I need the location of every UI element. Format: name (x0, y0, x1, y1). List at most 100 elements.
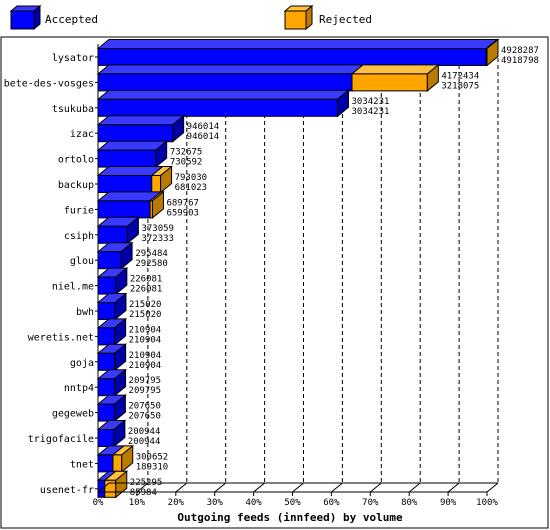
accepted-bar-top (96, 39, 499, 49)
accepted-bar-top (96, 115, 186, 126)
rejected-bar (151, 175, 162, 193)
rejected-bar (351, 73, 428, 92)
rejected-bar-top (350, 64, 440, 75)
x-floor-diagonal (136, 482, 149, 493)
accepted-bar (97, 98, 338, 117)
category-label: lysator (52, 53, 94, 64)
total-value-label: 226081 (130, 275, 163, 285)
x-tick-label: 50% (284, 498, 301, 508)
category-label: niel.me (52, 282, 94, 293)
category-label: glou (70, 256, 94, 267)
accepted-value-label: 209795 (129, 386, 162, 396)
total-value-label: 210904 (129, 325, 162, 335)
accepted-bar-side (115, 267, 128, 296)
rejected-bar-side (160, 165, 173, 194)
accepted-bar (97, 48, 487, 66)
x-tick-label: 80% (401, 498, 418, 508)
accepted-value-label: 372333 (141, 234, 174, 244)
rejected-bar (112, 454, 123, 473)
x-tick-label: 60% (323, 498, 340, 508)
accepted-value-label: 659903 (166, 208, 199, 218)
legend: Accepted Rejected (9, 4, 372, 31)
accepted-bar (97, 276, 117, 295)
category-label: tsukuba (52, 104, 94, 115)
accepted-bar-side (336, 89, 349, 118)
category-label: backup (58, 180, 94, 191)
accepted-bar-side (113, 394, 126, 423)
total-value-label: 946014 (187, 122, 220, 132)
x-tick-label: 100% (476, 498, 498, 508)
x-axis: 0% 10% 20% 30% 40% 50% 60% 70% 80% 90% 100% (93, 482, 499, 508)
total-value-label: 689767 (166, 198, 199, 208)
accepted-bar (97, 175, 153, 193)
x-tick-label: 40% (245, 498, 262, 508)
accepted-value-label: 4918798 (501, 56, 539, 66)
total-value-label: 373059 (141, 224, 174, 234)
total-value-label: 200944 (128, 427, 161, 437)
x-tick-label: 30% (207, 498, 224, 508)
total-value-label: 300652 (136, 452, 169, 462)
accepted-bar (97, 403, 115, 422)
accepted-bar-side (113, 419, 126, 448)
accepted-bar-top (96, 89, 350, 100)
x-floor-diagonal (447, 482, 460, 493)
rejected-bar-side (426, 63, 439, 92)
accepted-value-label: 200944 (128, 437, 161, 447)
x-tick-label: 90% (440, 498, 457, 508)
accepted-bar-side (114, 292, 127, 321)
accepted-value-label: 3034231 (351, 107, 389, 117)
accepted-bar (97, 378, 116, 397)
bar-group: usenet-fr22529585984 (40, 470, 162, 499)
rejected-bar-side (121, 444, 134, 473)
total-value-label: 210904 (129, 351, 162, 361)
x-floor-diagonal (253, 482, 265, 493)
rejected-bar-side (486, 38, 499, 67)
total-value-label: 295484 (135, 249, 168, 259)
category-label: bwh (76, 307, 94, 318)
category-label: csiph (64, 231, 94, 242)
accepted-value-label: 215020 (129, 310, 162, 320)
accepted-value-label: 210904 (129, 335, 162, 345)
total-value-label: 207650 (128, 402, 161, 412)
category-label: trigofacile (28, 434, 94, 445)
x-floor-diagonal (175, 482, 188, 493)
category-label: tnet (70, 459, 94, 470)
x-floor-diagonal (369, 482, 382, 493)
accepted-value-label: 85984 (130, 488, 157, 498)
accepted-bar (97, 429, 115, 447)
accepted-value-label: 3218075 (441, 81, 479, 91)
total-value-label: 4172434 (441, 71, 479, 81)
accepted-bar (97, 302, 116, 320)
accepted-bar-side (155, 140, 168, 169)
legend-accepted-swatch (10, 10, 35, 30)
plot-frame (0, 36, 549, 529)
rejected-bar-side (151, 190, 164, 219)
legend-accepted: Accepted (9, 4, 98, 31)
accepted-bar-side (120, 241, 133, 270)
legend-accepted-label: Accepted (45, 13, 98, 26)
total-value-label: 4928287 (501, 46, 539, 56)
accepted-value-label: 210904 (129, 361, 162, 371)
x-tick-label: 70% (362, 498, 379, 508)
x-floor-diagonal (214, 482, 227, 493)
x-floor-diagonal (486, 482, 499, 493)
category-label: goja (70, 358, 94, 369)
category-label: weretis.net (28, 332, 94, 343)
x-floor-diagonal (331, 482, 343, 493)
legend-rejected-label: Rejected (319, 13, 372, 26)
accepted-bar (97, 454, 114, 473)
x-axis-title: Outgoing feeds (innfeed) by volume (177, 511, 403, 524)
